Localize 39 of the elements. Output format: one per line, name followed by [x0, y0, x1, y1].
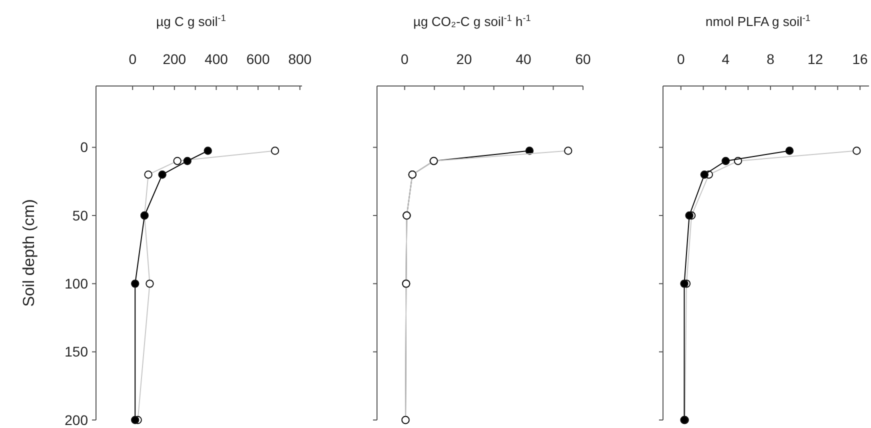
point	[564, 146, 572, 155]
point	[158, 170, 166, 179]
point	[685, 211, 694, 220]
point	[173, 156, 182, 166]
point	[204, 146, 212, 155]
point	[183, 156, 192, 166]
y-tick-label: 150	[64, 344, 88, 360]
point	[131, 416, 140, 424]
x-tick-label: 0	[677, 51, 686, 67]
y-tick-label: 200	[64, 412, 88, 428]
x-tick-label: 600	[246, 51, 270, 67]
x-tick-label: 800	[288, 51, 312, 67]
x-tick-label: 60	[575, 51, 591, 67]
x-tick-label: 0	[400, 51, 409, 67]
x-axis-title: µg CO₂-C g soil$^{-1}$ h$^{-1}$	[413, 13, 531, 29]
x-tick-label: 4	[722, 51, 730, 67]
x-axis-title: nmol PLFA g soil$^{-1}$	[706, 13, 810, 29]
point	[680, 280, 688, 288]
point	[146, 280, 154, 288]
x-tick-label: 16	[852, 51, 868, 67]
point	[700, 170, 709, 179]
x-tick-label: 40	[516, 51, 532, 67]
x-tick-label: 200	[162, 51, 186, 67]
point	[144, 170, 152, 179]
x-axis-title: µg C g soil$^{-1}$	[156, 13, 226, 29]
y-tick-label: 0	[80, 139, 88, 156]
x-tick-label: 20	[456, 51, 472, 67]
point	[722, 156, 730, 166]
point	[785, 146, 794, 155]
point	[852, 146, 861, 155]
x-tick-label: 0	[128, 51, 137, 67]
x-tick-label: 8	[766, 51, 775, 67]
x-tick-label: 400	[204, 51, 228, 67]
x-tick-label: 12	[807, 51, 824, 67]
y-tick-label: 100	[64, 276, 88, 292]
point	[270, 146, 280, 155]
y-tick-label: 50	[72, 207, 88, 224]
y-axis-title: Soil depth (cm)	[21, 199, 38, 307]
point	[131, 280, 140, 288]
